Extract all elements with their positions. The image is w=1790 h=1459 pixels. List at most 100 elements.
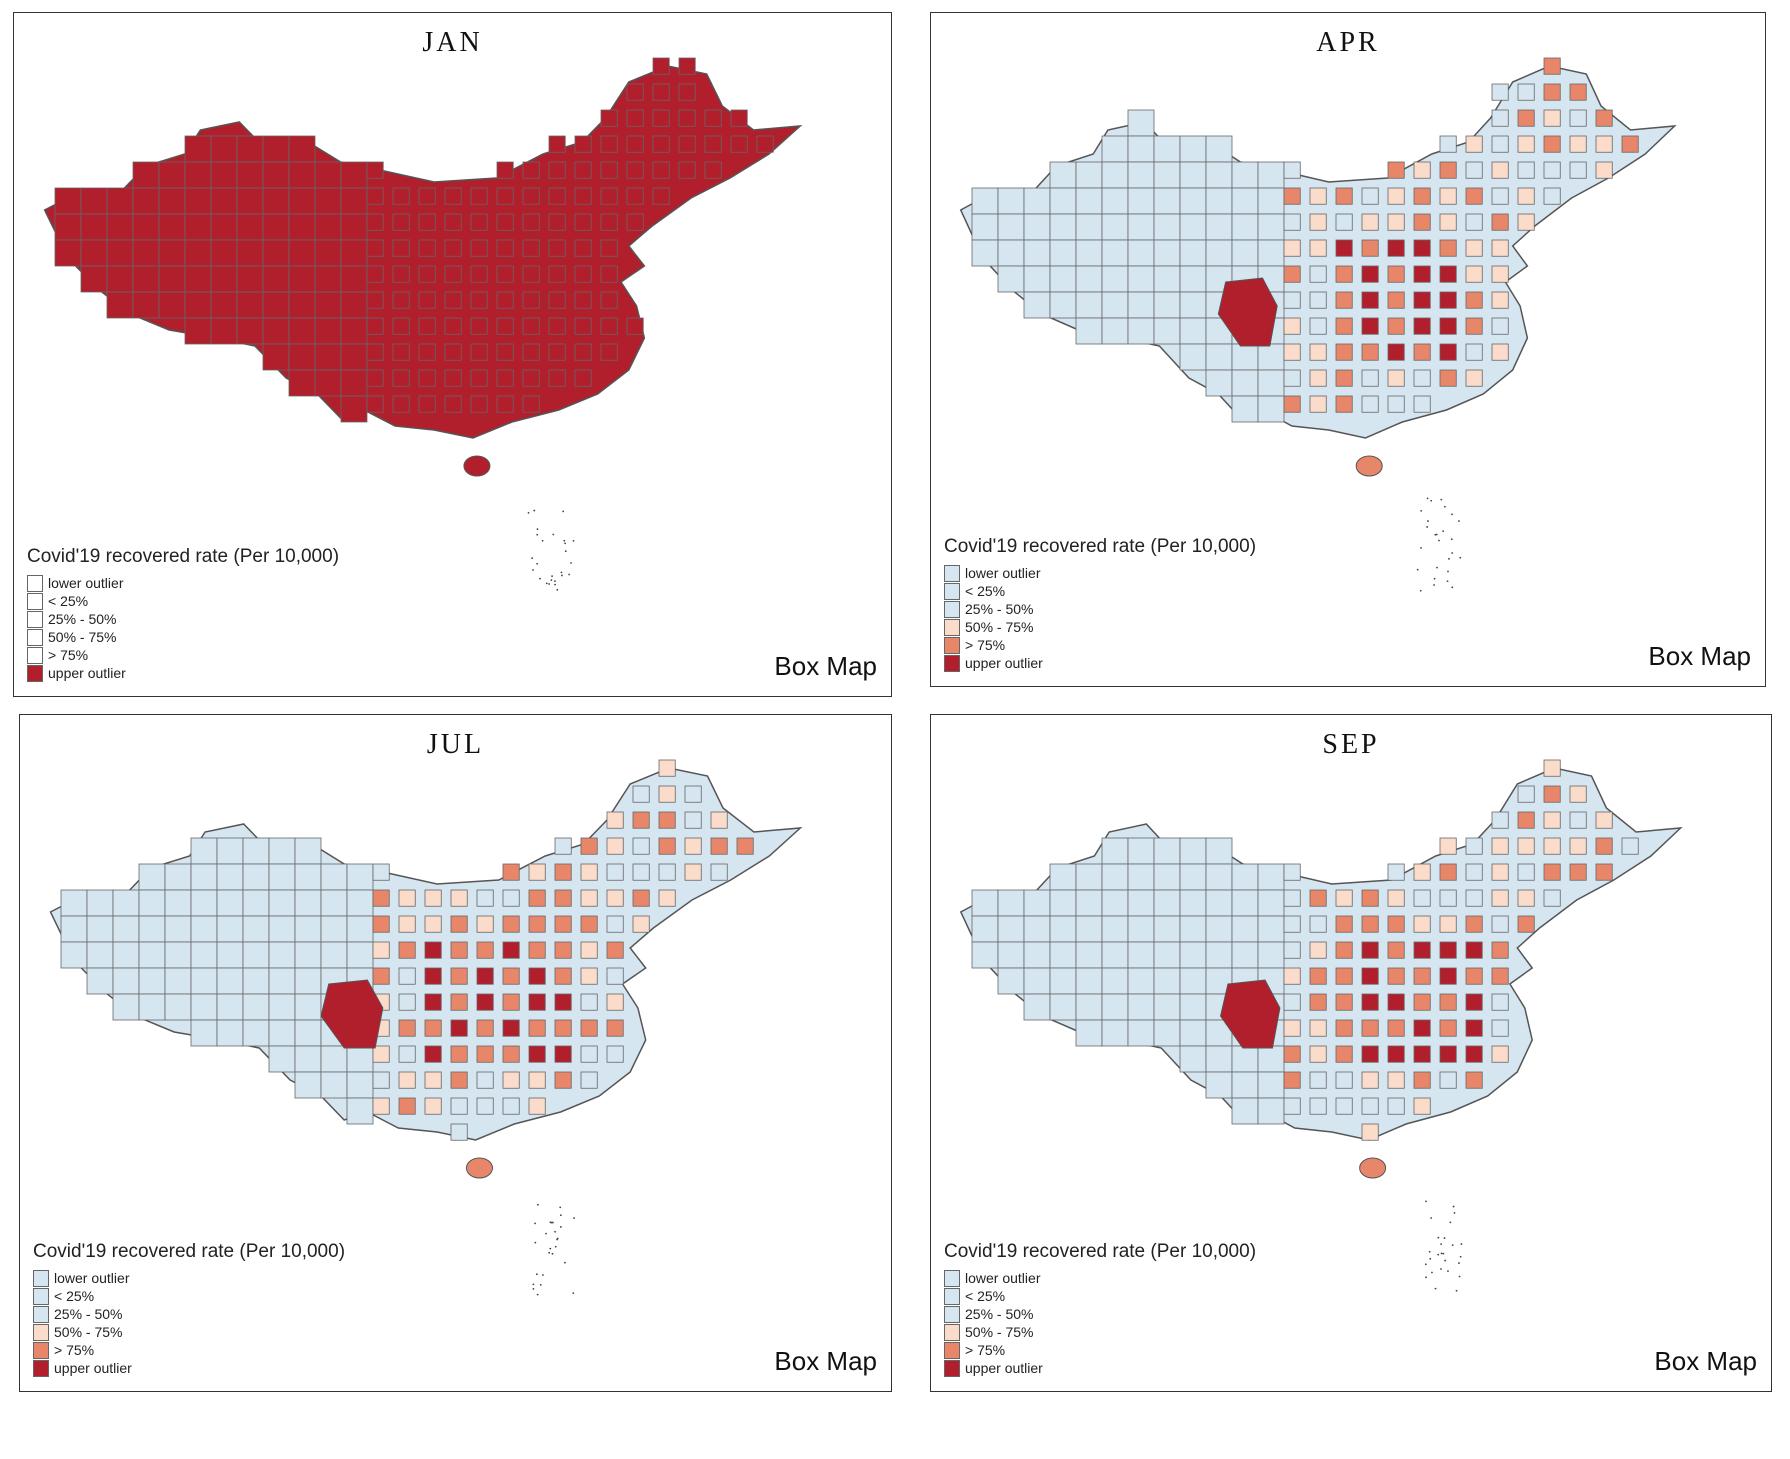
island-dot bbox=[1425, 1276, 1427, 1279]
region-cell bbox=[502, 889, 520, 907]
island-dot bbox=[1440, 1252, 1443, 1255]
region-cell bbox=[1491, 135, 1509, 153]
region-cell bbox=[626, 109, 644, 127]
legend-label: 50% - 75% bbox=[965, 619, 1034, 635]
region-cell bbox=[496, 369, 514, 387]
choropleth-map bbox=[49, 759, 803, 1296]
region-cell bbox=[522, 265, 540, 283]
region-cell bbox=[1023, 187, 1051, 215]
region-cell bbox=[112, 993, 140, 1021]
region-cell bbox=[190, 1019, 218, 1047]
region-cell bbox=[600, 343, 618, 361]
region-cell bbox=[1101, 837, 1129, 865]
legend-label: < 25% bbox=[965, 1288, 1006, 1304]
region-cell bbox=[1101, 915, 1129, 943]
island-dot bbox=[1430, 499, 1433, 502]
region-cell bbox=[288, 369, 316, 397]
region-cell bbox=[164, 993, 192, 1021]
region-cell bbox=[1309, 1045, 1327, 1063]
box-map-label: Box Map bbox=[774, 1346, 877, 1376]
region-cell bbox=[1543, 811, 1561, 829]
region-cell bbox=[1153, 941, 1181, 969]
region-cell bbox=[522, 369, 540, 387]
region-cell bbox=[184, 265, 212, 293]
region-cell bbox=[548, 135, 566, 153]
legend-label: > 75% bbox=[965, 637, 1006, 653]
region-cell bbox=[132, 291, 160, 319]
region-cell bbox=[314, 317, 342, 345]
region-cell bbox=[1413, 889, 1431, 907]
legend-swatch bbox=[33, 1287, 49, 1305]
legend-swatch bbox=[944, 582, 960, 600]
region-cell bbox=[1127, 291, 1155, 319]
region-cell bbox=[496, 291, 514, 309]
region-cell bbox=[1413, 967, 1431, 985]
map-panel-sep: SEP Covid'19 recovered rate (Per 10,000)… bbox=[930, 714, 1772, 1392]
region-cell bbox=[1465, 291, 1483, 309]
region-cell bbox=[444, 213, 462, 231]
region-cell bbox=[971, 187, 999, 215]
region-cell bbox=[1101, 161, 1129, 189]
region-cell bbox=[1283, 187, 1301, 205]
region-cell bbox=[684, 863, 702, 881]
region-cell bbox=[1127, 889, 1155, 917]
region-cell bbox=[1283, 395, 1301, 413]
region-cell bbox=[580, 1045, 598, 1063]
region-cell bbox=[574, 161, 592, 179]
island-dot bbox=[554, 580, 556, 583]
region-cell bbox=[1179, 213, 1207, 241]
legend-label: lower outlier bbox=[54, 1270, 130, 1286]
legend-title: Covid'19 recovered rate (Per 10,000) bbox=[33, 1241, 346, 1262]
region-cell bbox=[450, 1097, 468, 1115]
region-cell bbox=[496, 317, 514, 335]
island-dot bbox=[562, 510, 565, 513]
region-cell bbox=[1075, 863, 1103, 891]
region-cell bbox=[1179, 967, 1207, 995]
region-cell bbox=[548, 343, 566, 361]
region-cell bbox=[1387, 993, 1405, 1011]
island-dot bbox=[536, 533, 539, 536]
region-cell bbox=[1257, 161, 1285, 189]
region-cell bbox=[288, 239, 316, 267]
island-dot bbox=[1450, 538, 1453, 541]
region-cell bbox=[1257, 395, 1285, 423]
region-cell bbox=[528, 941, 546, 959]
region-cell bbox=[288, 291, 316, 319]
region-cell bbox=[1257, 915, 1285, 943]
region-cell bbox=[652, 161, 670, 179]
region-cell bbox=[1595, 837, 1613, 855]
region-cell bbox=[1439, 993, 1457, 1011]
region-cell bbox=[580, 993, 598, 1011]
hainan-island bbox=[463, 455, 491, 477]
region-cell bbox=[528, 967, 546, 985]
region-cell bbox=[1179, 161, 1207, 189]
region-cell bbox=[1387, 1097, 1405, 1115]
region-cell bbox=[450, 1071, 468, 1089]
island-dot bbox=[1442, 1252, 1445, 1255]
region-cell bbox=[1023, 239, 1051, 267]
region-cell bbox=[392, 395, 410, 413]
region-cell bbox=[1283, 1097, 1301, 1115]
island-dot bbox=[552, 533, 555, 536]
region-cell bbox=[366, 239, 384, 257]
region-cell bbox=[1569, 863, 1587, 881]
region-cell bbox=[1413, 317, 1431, 335]
region-cell bbox=[1075, 993, 1103, 1021]
region-cell bbox=[242, 837, 270, 865]
legend-title: Covid'19 recovered rate (Per 10,000) bbox=[944, 1241, 1257, 1262]
region-cell bbox=[288, 135, 316, 163]
region-cell bbox=[1153, 837, 1181, 865]
legend-label: upper outlier bbox=[48, 665, 126, 681]
island-dot bbox=[556, 588, 559, 591]
legend-swatch bbox=[944, 600, 960, 618]
region-cell bbox=[216, 941, 244, 969]
region-cell bbox=[554, 1071, 572, 1089]
region-cell bbox=[242, 941, 270, 969]
region-cell bbox=[1231, 915, 1259, 943]
region-cell bbox=[997, 239, 1025, 267]
island-dot bbox=[1425, 1200, 1427, 1203]
region-cell bbox=[580, 1071, 598, 1089]
region-cell bbox=[288, 343, 316, 371]
region-cell bbox=[971, 915, 999, 943]
region-cell bbox=[60, 889, 88, 917]
